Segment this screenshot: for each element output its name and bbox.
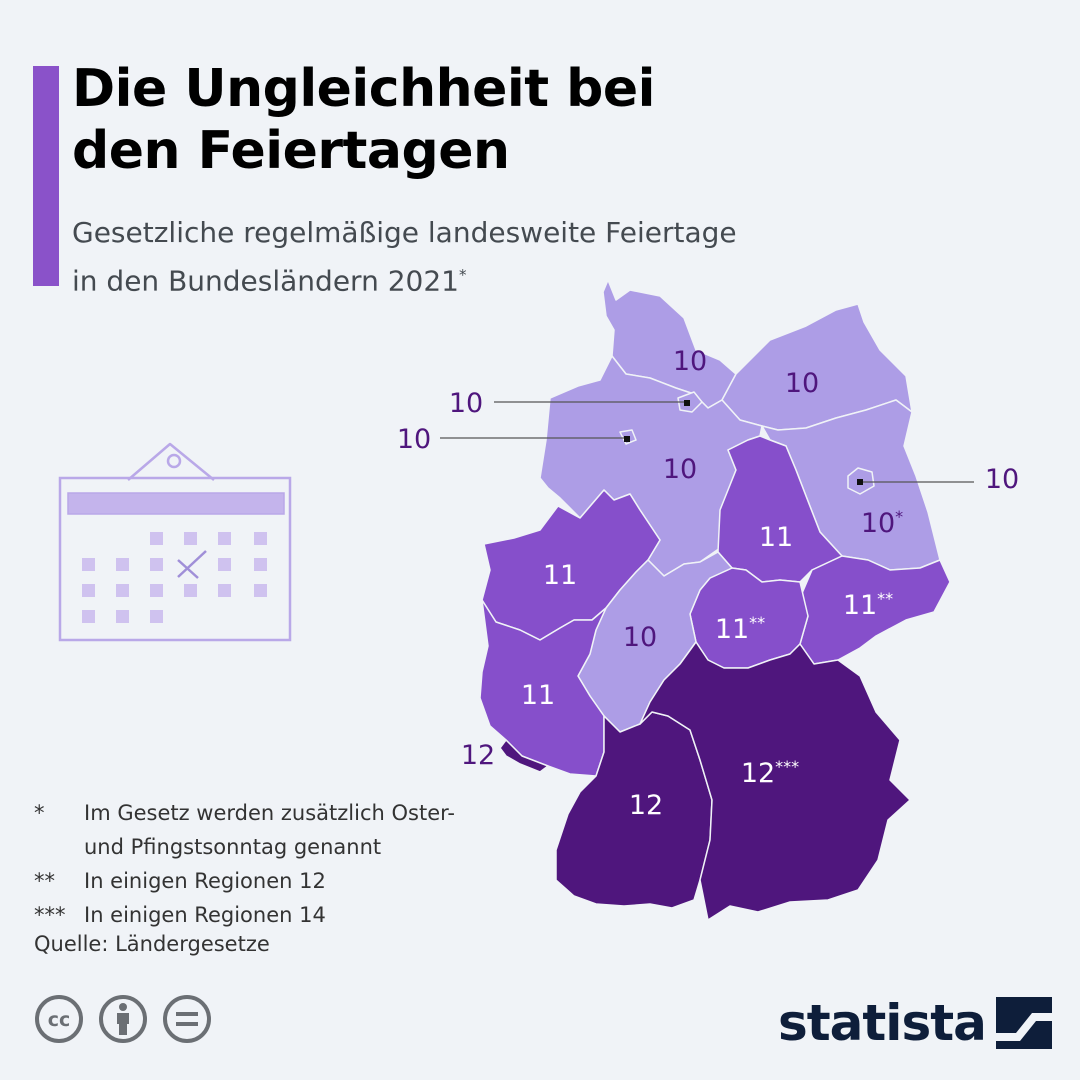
statista-logo-text: statista bbox=[778, 994, 987, 1052]
label-schleswig-holstein: 10 bbox=[673, 346, 707, 377]
nd-equals-icon[interactable] bbox=[162, 994, 212, 1044]
statista-logo[interactable]: statista bbox=[778, 990, 1052, 1056]
footnote-2: ** In einigen Regionen 12 bbox=[34, 864, 455, 898]
footnote-1: * Im Gesetz werden zusätzlich Oster- und … bbox=[34, 796, 455, 864]
state-bayern bbox=[639, 641, 911, 921]
label-rheinland-pfalz: 11 bbox=[521, 680, 555, 711]
label-footnote-mark: ** bbox=[749, 613, 765, 632]
source-note: Quelle: Ländergesetze bbox=[34, 932, 270, 956]
label-saarland: 12 bbox=[461, 740, 495, 771]
label-footnote-mark: ** bbox=[877, 589, 893, 608]
label-sachsen-anhalt: 11 bbox=[759, 522, 793, 553]
footnote-3: *** In einigen Regionen 14 bbox=[34, 898, 455, 932]
footnote-text: Im Gesetz werden zusätzlich Oster- und P… bbox=[84, 801, 455, 859]
page-title: Die Ungleichheit bei den Feiertagen bbox=[72, 59, 655, 181]
state-rheinland-pfalz bbox=[479, 599, 607, 777]
label-hamburg: 10 bbox=[449, 388, 483, 419]
label-niedersachsen: 10 bbox=[663, 454, 697, 485]
label-baden-wuerttemberg: 12 bbox=[629, 790, 663, 821]
subtitle-footnote-mark: * bbox=[458, 266, 467, 284]
leader-dots bbox=[624, 400, 863, 485]
footnote-text: In einigen Regionen 12 bbox=[84, 869, 326, 893]
footnote-text: In einigen Regionen 14 bbox=[84, 903, 326, 927]
accent-bar bbox=[33, 66, 59, 286]
label-nordrhein-westfalen: 11 bbox=[543, 560, 577, 591]
label-hessen: 10 bbox=[623, 622, 657, 653]
leader-lines bbox=[440, 401, 974, 483]
label-mecklenburg-vorpommern: 10 bbox=[785, 368, 819, 399]
label-thueringen: 11** bbox=[715, 613, 765, 645]
state-saarland bbox=[499, 739, 549, 773]
footnote-mark: ** bbox=[34, 869, 55, 893]
label-bremen: 10 bbox=[397, 424, 431, 455]
calendar-icon bbox=[58, 442, 292, 642]
subtitle: Gesetzliche regelmäßige landesweite Feie… bbox=[72, 212, 737, 302]
footnote-mark: * bbox=[34, 801, 45, 825]
subtitle-line-2: in den Bundesländern 2021 bbox=[72, 264, 459, 298]
subtitle-line-1: Gesetzliche regelmäßige landesweite Feie… bbox=[72, 216, 737, 249]
label-footnote-mark: *** bbox=[775, 757, 799, 776]
cc-icon[interactable]: cc bbox=[34, 994, 84, 1044]
by-person-icon[interactable] bbox=[98, 994, 148, 1044]
statista-logo-icon bbox=[995, 997, 1052, 1049]
label-berlin: 10 bbox=[985, 464, 1019, 495]
svg-text:cc: cc bbox=[48, 1009, 71, 1031]
footnote-mark: *** bbox=[34, 903, 66, 927]
footnotes: * Im Gesetz werden zusätzlich Oster- und … bbox=[34, 796, 455, 932]
label-footnote-mark: * bbox=[895, 507, 903, 526]
